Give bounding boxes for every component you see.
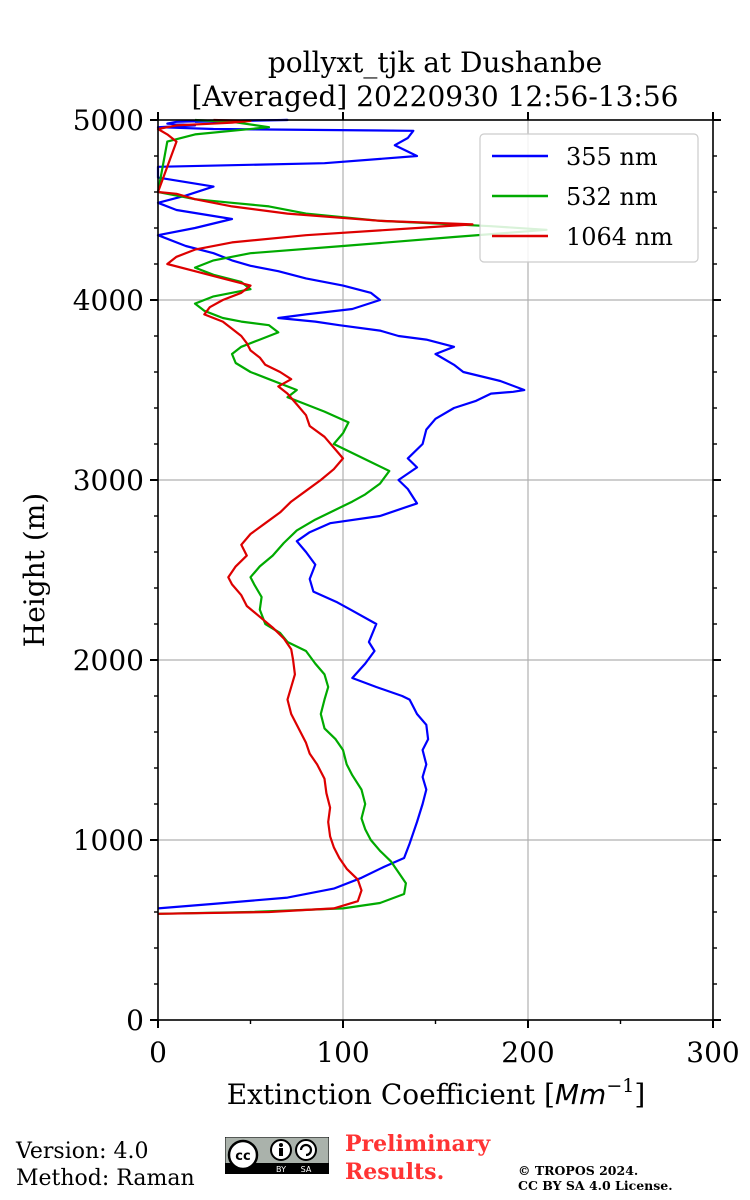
series-line-532-nm — [156, 118, 548, 915]
series-lines — [156, 118, 548, 915]
preliminary-notice: Preliminary Results. — [345, 1130, 490, 1186]
series-line-355-nm — [156, 118, 526, 910]
chart-title-line2: [Averaged] 20220930 12:56-13:56 — [192, 80, 679, 113]
axis-ticks — [150, 112, 721, 1028]
x-tick-label: 0 — [149, 1036, 167, 1069]
svg-text:cc: cc — [235, 1149, 250, 1164]
y-tick-label: 5000 — [73, 104, 144, 137]
legend-label-532: 532 nm — [566, 183, 658, 211]
version-info: Version: 4.0 Method: Raman — [16, 1138, 195, 1192]
y-tick-label: 2000 — [73, 644, 144, 677]
x-axis-label: Extinction Coefficient [Mm−1] — [227, 1075, 646, 1111]
x-tick-label: 300 — [686, 1036, 739, 1069]
x-tick-labels: 0 100 200 300 — [149, 1036, 740, 1069]
legend-label-355: 355 nm — [566, 143, 658, 171]
y-axis-label: Height (m) — [18, 493, 51, 647]
x-axis-label-exponent: −1 — [606, 1075, 634, 1097]
cc-by-sa-icon: cc BY SA — [225, 1137, 329, 1174]
y-tick-labels: 0 1000 2000 3000 4000 5000 — [73, 104, 144, 1037]
x-tick-label: 200 — [501, 1036, 554, 1069]
cc-sa-text: SA — [301, 1165, 312, 1174]
legend-box — [479, 133, 699, 263]
cc-by-text: BY — [276, 1165, 286, 1174]
chart-title-line1: pollyxt_tjk at Dushanbe — [268, 46, 602, 79]
legend: 355 nm 532 nm 1064 nm — [479, 133, 699, 263]
series-line-1064-nm — [156, 118, 474, 915]
preliminary-line2: Results. — [345, 1159, 445, 1185]
x-axis-label-main: Extinction Coefficient — [227, 1078, 544, 1111]
legend-label-1064: 1064 nm — [566, 223, 673, 251]
x-axis-label-unit: Mm — [555, 1078, 606, 1111]
copyright-line2: CC BY SA 4.0 License. — [518, 1178, 673, 1193]
copyright-line1: © TROPOS 2024. — [518, 1163, 639, 1178]
y-tick-label: 4000 — [73, 284, 144, 317]
y-tick-label: 3000 — [73, 464, 144, 497]
y-tick-label: 1000 — [73, 824, 144, 857]
grid-lines — [158, 120, 713, 1020]
y-tick-label: 0 — [126, 1004, 144, 1037]
copyright-notice: © TROPOS 2024. CC BY SA 4.0 License. — [518, 1163, 673, 1193]
preliminary-line1: Preliminary — [345, 1131, 491, 1157]
method-line: Method: Raman — [16, 1166, 195, 1191]
x-tick-label: 100 — [316, 1036, 369, 1069]
version-line: Version: 4.0 — [16, 1139, 149, 1164]
